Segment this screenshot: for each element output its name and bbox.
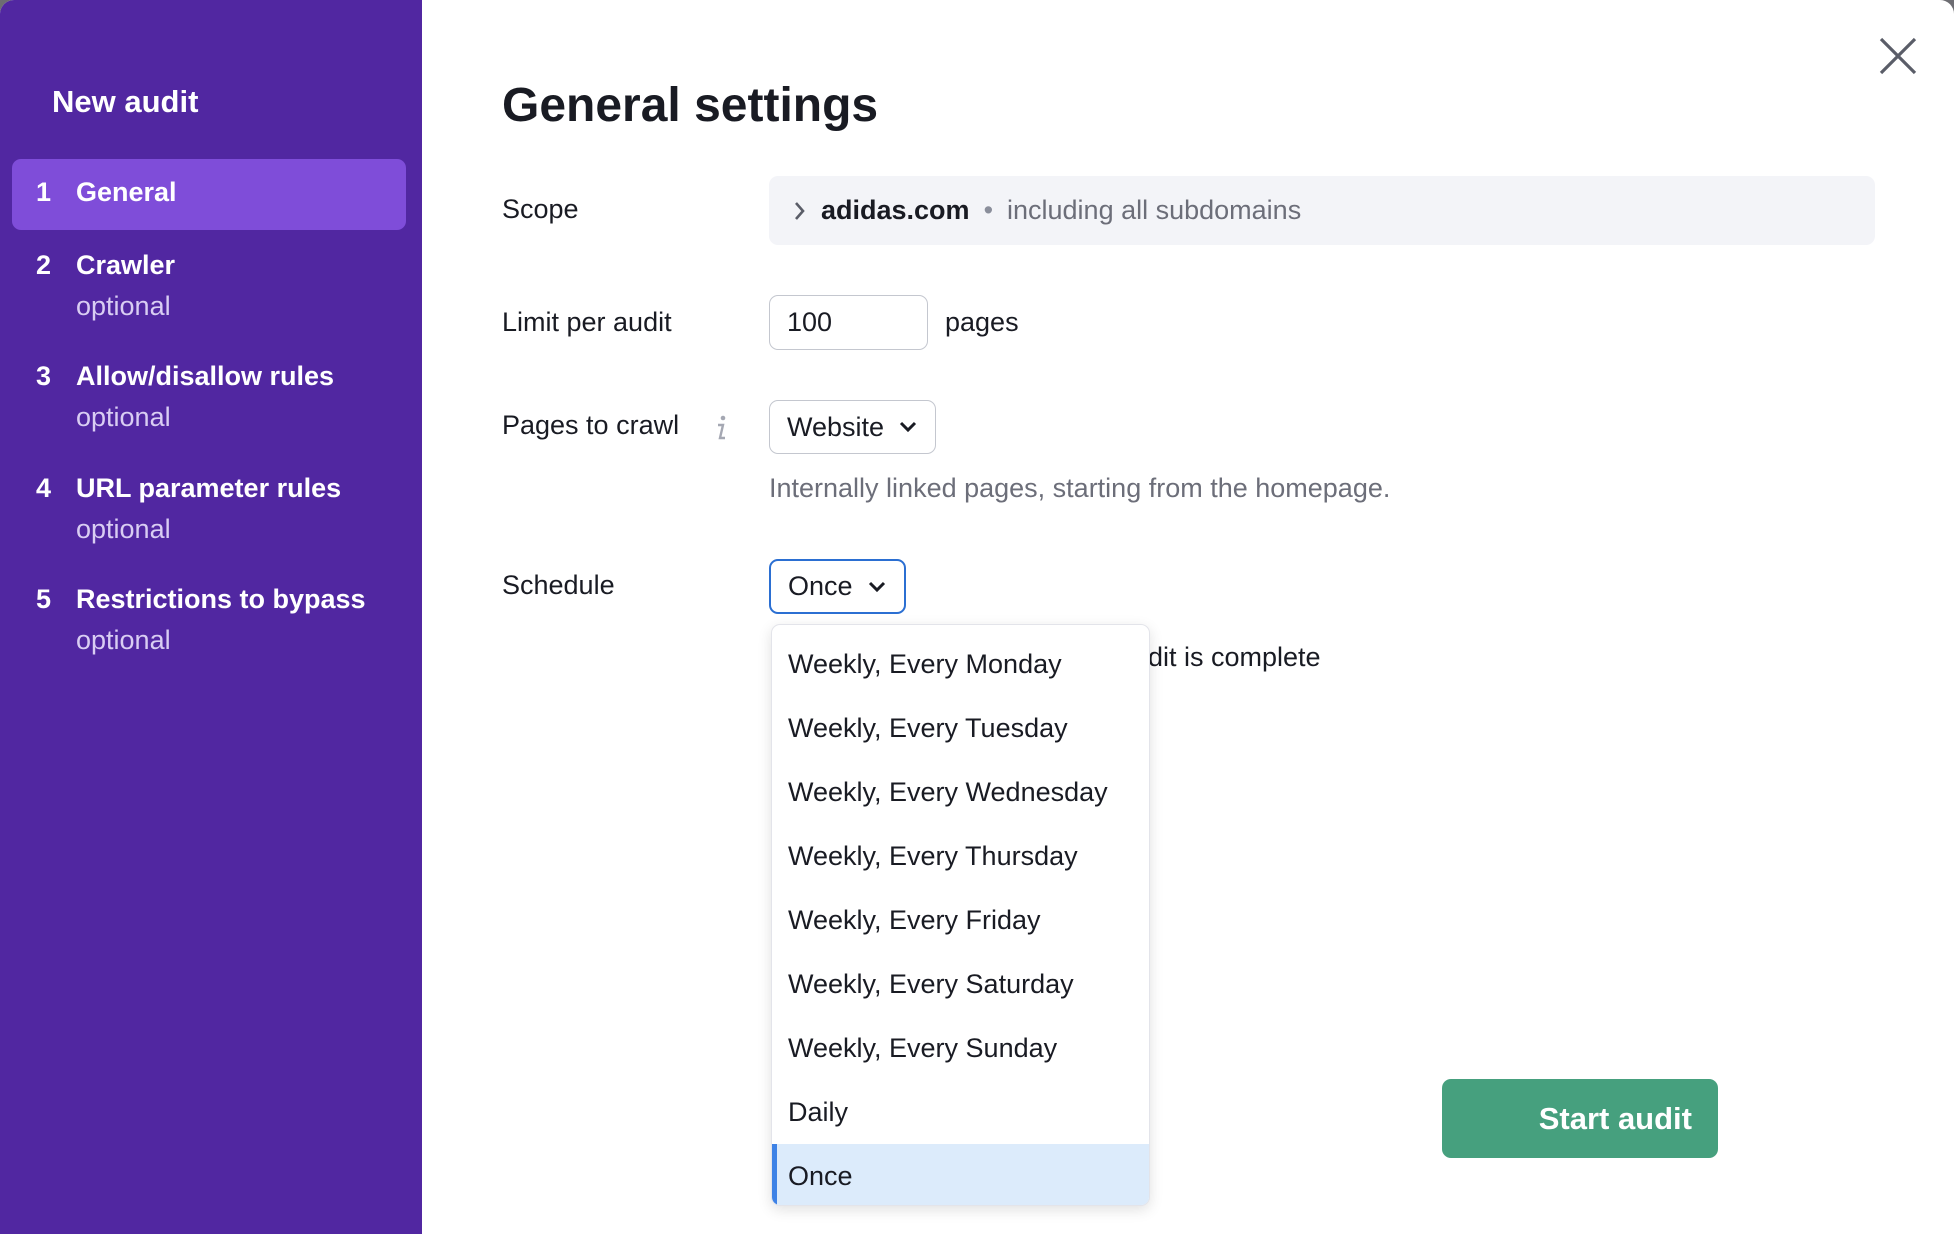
option-weekly-monday[interactable]: Weekly, Every Monday: [788, 648, 1062, 679]
option-daily[interactable]: Daily: [788, 1096, 849, 1127]
option-once[interactable]: Once: [772, 1144, 1149, 1205]
scope-detail: including all subdomains: [1007, 195, 1302, 225]
close-icon[interactable]: [1878, 36, 1918, 76]
step-optional: optional: [76, 514, 171, 544]
step-number: 1: [36, 177, 52, 207]
schedule-dropdown: Weekly, Every Monday Weekly, Every Tuesd…: [771, 624, 1150, 1206]
step-number: 5: [36, 584, 52, 614]
limit-label: Limit per audit: [502, 307, 672, 337]
scope-label: Scope: [502, 194, 579, 224]
step-optional: optional: [76, 625, 171, 655]
chevron-right-icon: [795, 201, 805, 220]
limit-input[interactable]: 100: [769, 295, 928, 350]
step-optional: optional: [76, 402, 171, 432]
info-icon[interactable]: [714, 414, 728, 442]
limit-unit: pages: [945, 307, 1019, 337]
option-weekly-saturday[interactable]: Weekly, Every Saturday: [788, 968, 1074, 999]
option-weekly-tuesday[interactable]: Weekly, Every Tuesday: [788, 712, 1068, 743]
main-panel: General settings Scope adidas.com • incl…: [422, 0, 1954, 1234]
step-label: General: [76, 177, 177, 207]
sidebar-title: New audit: [52, 84, 199, 119]
schedule-value: Once: [788, 571, 853, 601]
option-weekly-thursday[interactable]: Weekly, Every Thursday: [788, 840, 1078, 871]
step-number: 4: [36, 473, 52, 503]
scope-domain: adidas.com: [821, 195, 970, 225]
step-label: Allow/disallow rules: [76, 361, 335, 391]
step-label: Restrictions to bypass: [76, 584, 366, 614]
step-number: 3: [36, 361, 52, 391]
chevron-down-icon: [868, 581, 885, 592]
email-notification-text[interactable]: dit is complete: [1148, 642, 1321, 672]
chevron-down-icon: [899, 421, 917, 433]
schedule-label: Schedule: [502, 570, 615, 600]
option-weekly-friday[interactable]: Weekly, Every Friday: [788, 904, 1041, 935]
start-audit-button[interactable]: Start audit: [1442, 1079, 1718, 1158]
schedule-select[interactable]: Once: [769, 559, 906, 614]
pages-to-crawl-value: Website: [787, 411, 885, 442]
step-label: URL parameter rules: [76, 473, 342, 503]
pages-to-crawl-help: Internally linked pages, starting from t…: [769, 473, 1391, 503]
scope-field[interactable]: adidas.com • including all subdomains: [769, 176, 1875, 245]
pages-to-crawl-select[interactable]: Website: [769, 400, 937, 454]
option-weekly-wednesday[interactable]: Weekly, Every Wednesday: [788, 776, 1108, 807]
option-weekly-sunday[interactable]: Weekly, Every Sunday: [788, 1032, 1058, 1063]
sidebar: New audit 1 General 2 Crawler optional 3…: [0, 0, 422, 1234]
step-optional: optional: [76, 291, 171, 321]
step-number: 2: [36, 250, 52, 280]
separator: •: [983, 195, 994, 225]
pages-to-crawl-label: Pages to crawl: [502, 410, 680, 440]
page-title: General settings: [502, 79, 879, 132]
step-general[interactable]: 1 General: [12, 159, 406, 230]
step-label: Crawler: [76, 250, 176, 280]
